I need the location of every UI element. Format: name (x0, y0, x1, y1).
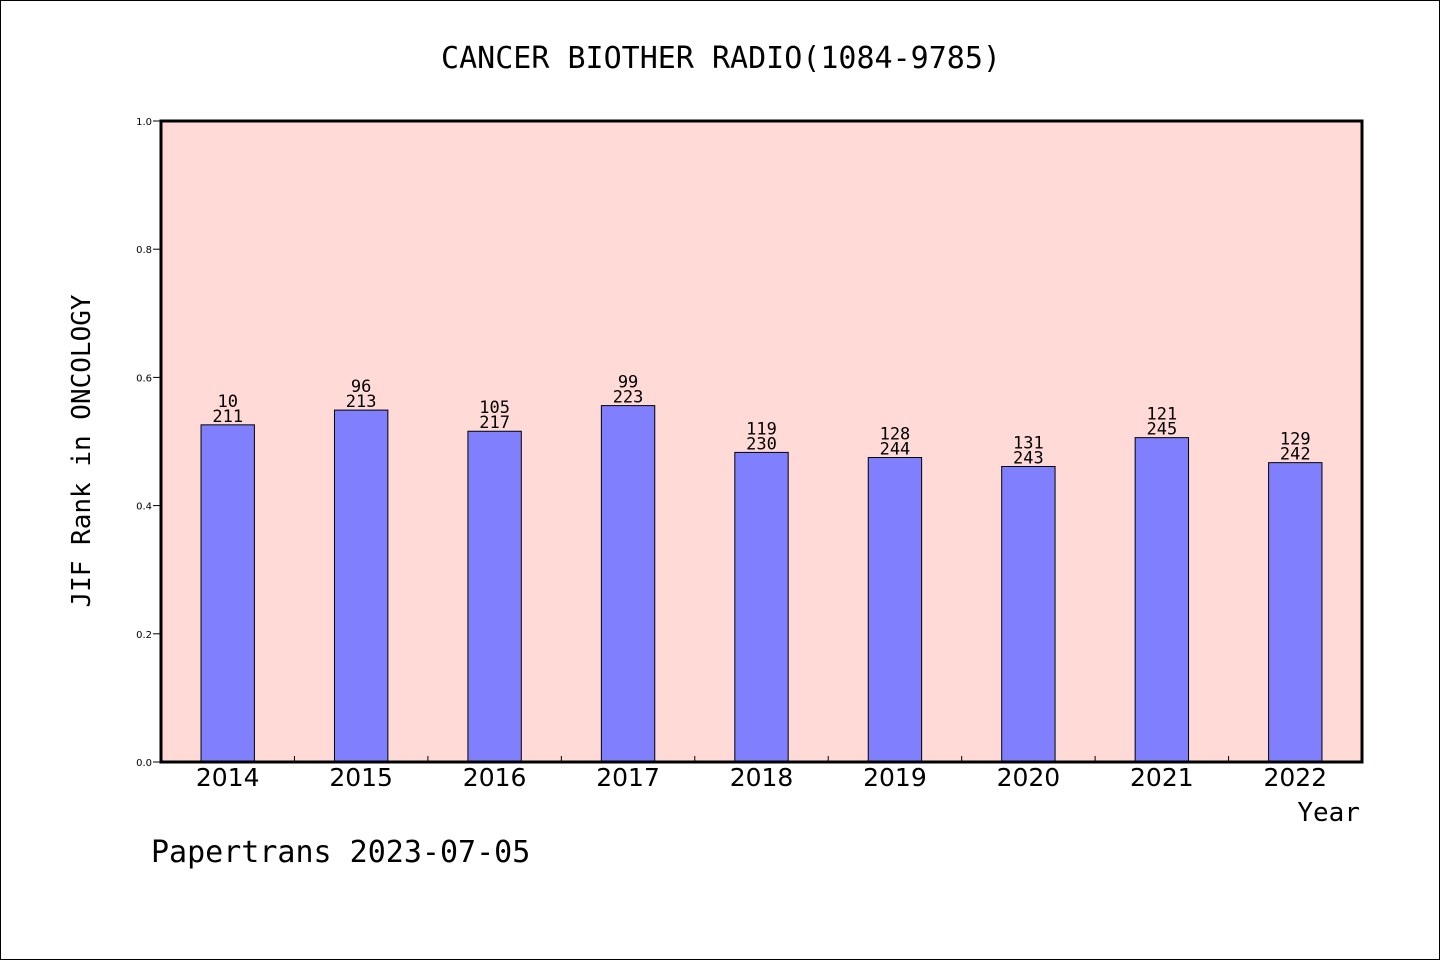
bar-label-total-2022: 242 (1280, 445, 1311, 465)
bar-label-total-2018: 230 (746, 434, 777, 454)
bar-2014 (200, 424, 255, 763)
footer-credit: Papertrans 2023-07-05 (151, 835, 531, 870)
bar-2022 (1268, 462, 1323, 763)
bar-label-total-2021: 245 (1146, 420, 1177, 440)
bar-label-rank-2019: 128 (880, 425, 911, 445)
x-tick-label-2019: 2019 (863, 763, 927, 792)
x-tick-label-2020: 2020 (997, 763, 1061, 792)
y-tick-label-2: 0.4 (136, 502, 152, 513)
y-axis-label: JIF Rank in ONCOLOGY (67, 294, 97, 607)
bar-2015 (333, 409, 389, 763)
y-tick-label-5: 1.0 (136, 117, 152, 128)
bar-label-rank-2022: 129 (1280, 430, 1311, 450)
bar-2021 (1134, 437, 1190, 763)
y-tick-label-1: 0.2 (136, 630, 152, 641)
y-tick-label-3: 0.6 (136, 373, 152, 384)
bar-2020 (1001, 465, 1056, 763)
x-tick-label-2022: 2022 (1263, 763, 1327, 792)
plot-border (159, 119, 1364, 764)
bar-label-total-2019: 244 (880, 440, 911, 460)
bar-label-total-2017: 223 (613, 388, 644, 408)
x-axis-label: Year (1297, 798, 1360, 828)
bar-label-rank-2017: 99 (618, 373, 638, 393)
bar-2018 (734, 451, 789, 763)
bar-label-rank-2020: 131 (1013, 433, 1044, 453)
bar-2017 (600, 405, 656, 763)
bar-label-rank-2018: 119 (746, 419, 777, 439)
bar-label-rank-2015: 96 (351, 377, 371, 397)
bar-2016 (467, 430, 522, 763)
bar-label-total-2016: 217 (479, 413, 510, 433)
bar-label-total-2020: 243 (1013, 448, 1044, 468)
x-axis: 2014 2015 2016 2017 2018 2019 2020 2021 2022 (196, 756, 1327, 792)
bar-label-rank-2021: 121 (1146, 405, 1177, 425)
x-tick-label-2015: 2015 (329, 763, 393, 792)
bar-label-rank-2016: 105 (479, 398, 510, 418)
y-tick-label-4: 0.8 (136, 245, 152, 256)
x-tick-label-2018: 2018 (730, 763, 794, 792)
bar-label-rank-2014: 10 (217, 392, 237, 412)
chart-title: CANCER BIOTHER RADIO(1084-9785) (441, 41, 1001, 76)
y-tick-label-0: 0.0 (136, 758, 152, 769)
x-tick-label-2014: 2014 (196, 763, 260, 792)
y-axis: 0.0 0.2 0.4 0.6 0.8 1.0 (136, 117, 161, 769)
bar-2019 (867, 457, 923, 763)
bar-label-total-2014: 211 (212, 407, 243, 427)
x-tick-label-2017: 2017 (596, 763, 660, 792)
x-tick-label-2016: 2016 (463, 763, 527, 792)
x-tick-label-2021: 2021 (1130, 763, 1194, 792)
bar-label-total-2015: 213 (346, 392, 377, 412)
